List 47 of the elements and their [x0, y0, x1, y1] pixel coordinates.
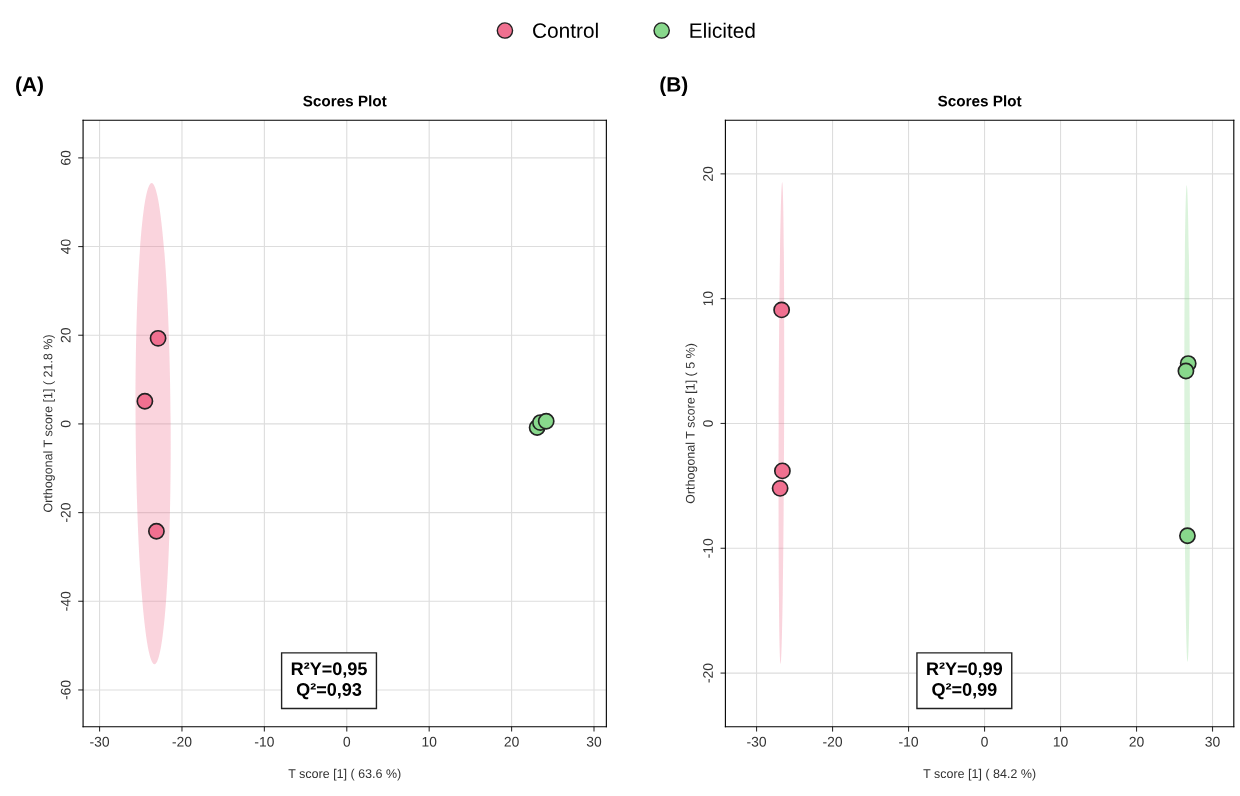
point	[773, 301, 791, 319]
x-tick-label: 30	[1205, 736, 1220, 747]
x-tick-label: 10	[1053, 736, 1068, 747]
y-tick-label: 20	[60, 328, 71, 343]
y-tick-label: 60	[60, 150, 71, 165]
point	[1179, 527, 1196, 545]
x-tick-label: -10	[254, 736, 274, 747]
y-axis-title: Orthogonal T score [1] ( 21.8 %)	[43, 335, 55, 512]
x-tick-label: 20	[1129, 736, 1144, 747]
x-tick-label: -30	[90, 736, 110, 747]
x-tick-label: -20	[823, 736, 843, 747]
point	[136, 392, 154, 410]
chart-title: Scores Plot	[303, 95, 387, 107]
point	[1177, 362, 1195, 380]
annotation: R²Y=0,99 Q²=0,99	[927, 662, 1003, 700]
y-tick-label: 10	[703, 291, 713, 306]
y-tick-label: 0	[60, 420, 71, 428]
x-tick-label: -30	[747, 736, 767, 747]
y-tick-label: -60	[60, 680, 71, 700]
annotation: R²Y=0,95 Q²=0,93	[291, 662, 367, 700]
x-tick-label: 0	[981, 736, 988, 747]
y-axis-title: Orthogonal T score [1] ( 5 %)	[685, 343, 698, 504]
x-tick-label: -20	[172, 736, 192, 747]
y-tick-label: 0	[703, 420, 713, 427]
y-tick-label: -40	[60, 591, 71, 611]
y-tick-label: -10	[703, 538, 713, 558]
x-axis-title: T score [1] ( 84.2 %)	[923, 768, 1036, 781]
y-tick-label: -20	[60, 503, 71, 523]
text: (A)	[16, 76, 43, 96]
y-tick-label: 20	[703, 166, 713, 181]
x-tick-label: 30	[586, 736, 602, 747]
legend-label: Elicited	[690, 22, 755, 39]
point	[771, 479, 789, 497]
x-tick-label: 20	[504, 736, 519, 747]
point	[537, 412, 555, 430]
point	[149, 329, 167, 347]
chart-title: Scores Plot	[938, 95, 1022, 107]
x-tick-label: 10	[422, 736, 437, 747]
point	[147, 522, 165, 540]
x-tick-label: 0	[343, 736, 351, 747]
point	[773, 462, 791, 480]
y-tick-label: -20	[703, 663, 713, 683]
x-tick-label: -10	[899, 736, 919, 747]
text: (B)	[660, 76, 688, 96]
legend-label: Control	[533, 22, 598, 39]
y-tick-label: 40	[60, 239, 71, 254]
x-axis-title: T score [1] ( 63.6 %)	[288, 768, 401, 781]
